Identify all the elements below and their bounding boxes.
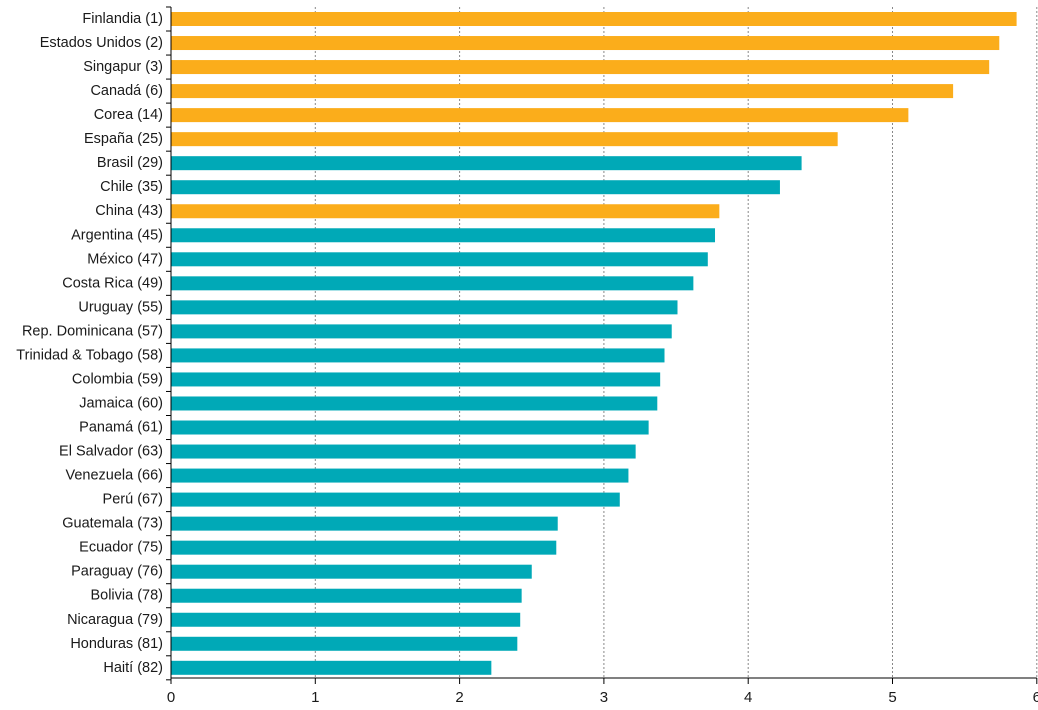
bar <box>171 276 694 291</box>
bar <box>171 468 629 483</box>
bar <box>171 612 521 627</box>
bar <box>171 660 492 675</box>
bar <box>171 60 990 75</box>
category-label: Brasil (29) <box>97 155 163 171</box>
bar <box>171 492 620 507</box>
category-label: Corea (14) <box>94 107 163 123</box>
bar <box>171 636 518 651</box>
bar <box>171 444 636 459</box>
bar-layer <box>171 12 1017 675</box>
category-label: Singapur (3) <box>83 59 163 75</box>
bar <box>171 156 802 171</box>
x-tick-label: 0 <box>167 689 175 706</box>
bar <box>171 396 658 411</box>
category-label: Guatemala (73) <box>62 516 163 532</box>
bar <box>171 564 532 579</box>
bar <box>171 228 716 243</box>
x-tick-label: 6 <box>1033 689 1038 706</box>
category-label: Nicaragua (79) <box>67 612 163 628</box>
category-label: Costa Rica (49) <box>62 275 163 291</box>
category-label: Venezuela (66) <box>65 468 163 484</box>
bar <box>171 36 1000 51</box>
category-label: Finlandia (1) <box>82 11 163 27</box>
category-label: Canadá (6) <box>90 83 163 99</box>
label-layer: 0 1 2 3 4 5 6 Finlandia (1) Estados Unidos (2) Si… <box>16 11 1038 706</box>
bar <box>171 348 665 363</box>
bar <box>171 180 780 195</box>
bar <box>171 300 678 315</box>
category-label: Argentina (45) <box>71 227 163 243</box>
x-tick-label: 1 <box>311 689 319 706</box>
bar <box>171 324 672 339</box>
bar <box>171 420 649 435</box>
bar <box>171 84 954 99</box>
category-label: Chile (35) <box>100 179 163 195</box>
bar <box>171 108 909 123</box>
category-label: Honduras (81) <box>70 636 163 652</box>
bar <box>171 516 558 531</box>
category-label: España (25) <box>84 131 163 147</box>
category-label: Rep. Dominicana (57) <box>22 323 163 339</box>
category-label: China (43) <box>95 203 163 219</box>
category-label: Ecuador (75) <box>79 540 163 556</box>
bar <box>171 132 838 147</box>
bar <box>171 204 720 219</box>
category-label: Haití (82) <box>103 660 163 676</box>
category-label: México (47) <box>87 251 163 267</box>
bar <box>171 540 557 555</box>
category-label: Panamá (61) <box>79 420 163 436</box>
category-label: Estados Unidos (2) <box>40 35 163 51</box>
category-label: Perú (67) <box>103 492 163 508</box>
category-label: Trinidad & Tobago (58) <box>16 347 163 363</box>
x-tick-label: 2 <box>455 689 463 706</box>
x-tick-label: 4 <box>744 689 752 706</box>
bar <box>171 372 661 387</box>
category-label: Jamaica (60) <box>79 395 163 411</box>
bar <box>171 252 708 267</box>
category-label: Colombia (59) <box>72 371 163 387</box>
category-label: El Salvador (63) <box>59 444 163 460</box>
x-tick-label: 3 <box>600 689 608 706</box>
category-label: Bolivia (78) <box>90 588 163 604</box>
bar <box>171 12 1017 26</box>
bar <box>171 588 522 603</box>
axis-layer <box>166 6 1038 684</box>
category-label: Paraguay (76) <box>71 564 163 580</box>
x-tick-label: 5 <box>888 689 896 706</box>
category-label: Uruguay (55) <box>78 299 163 315</box>
